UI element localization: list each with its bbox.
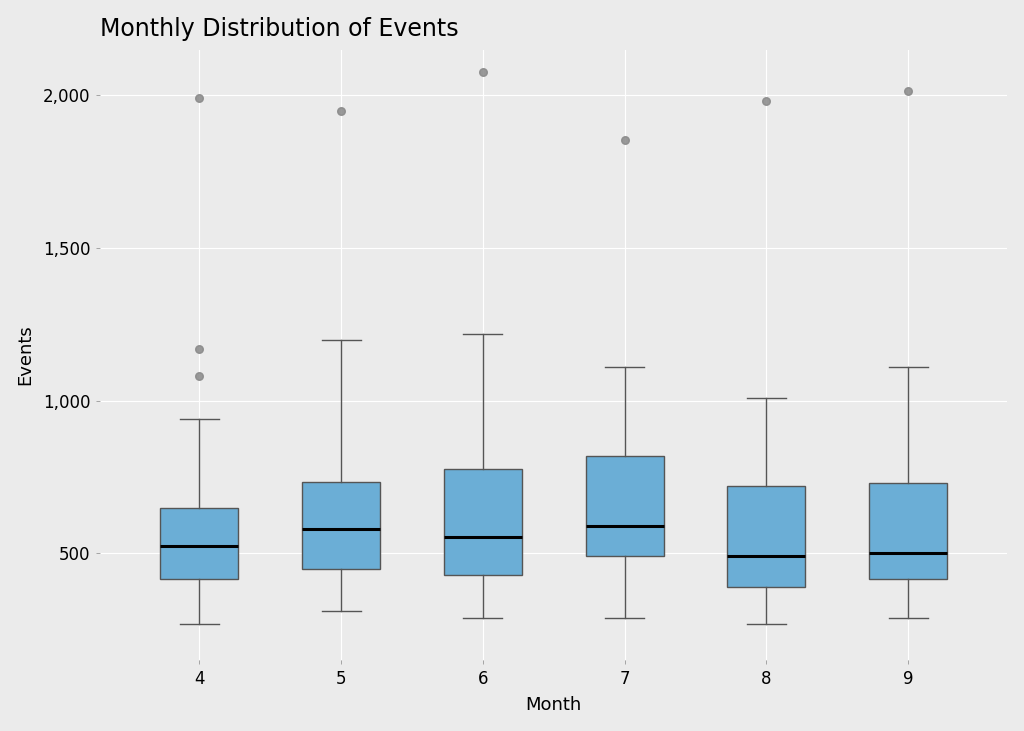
PathPatch shape [869,483,947,580]
PathPatch shape [161,507,239,580]
Text: Monthly Distribution of Events: Monthly Distribution of Events [100,17,459,41]
PathPatch shape [444,469,522,575]
PathPatch shape [727,486,805,587]
PathPatch shape [586,455,664,556]
Y-axis label: Events: Events [16,325,35,385]
PathPatch shape [302,482,380,569]
X-axis label: Month: Month [525,697,582,714]
